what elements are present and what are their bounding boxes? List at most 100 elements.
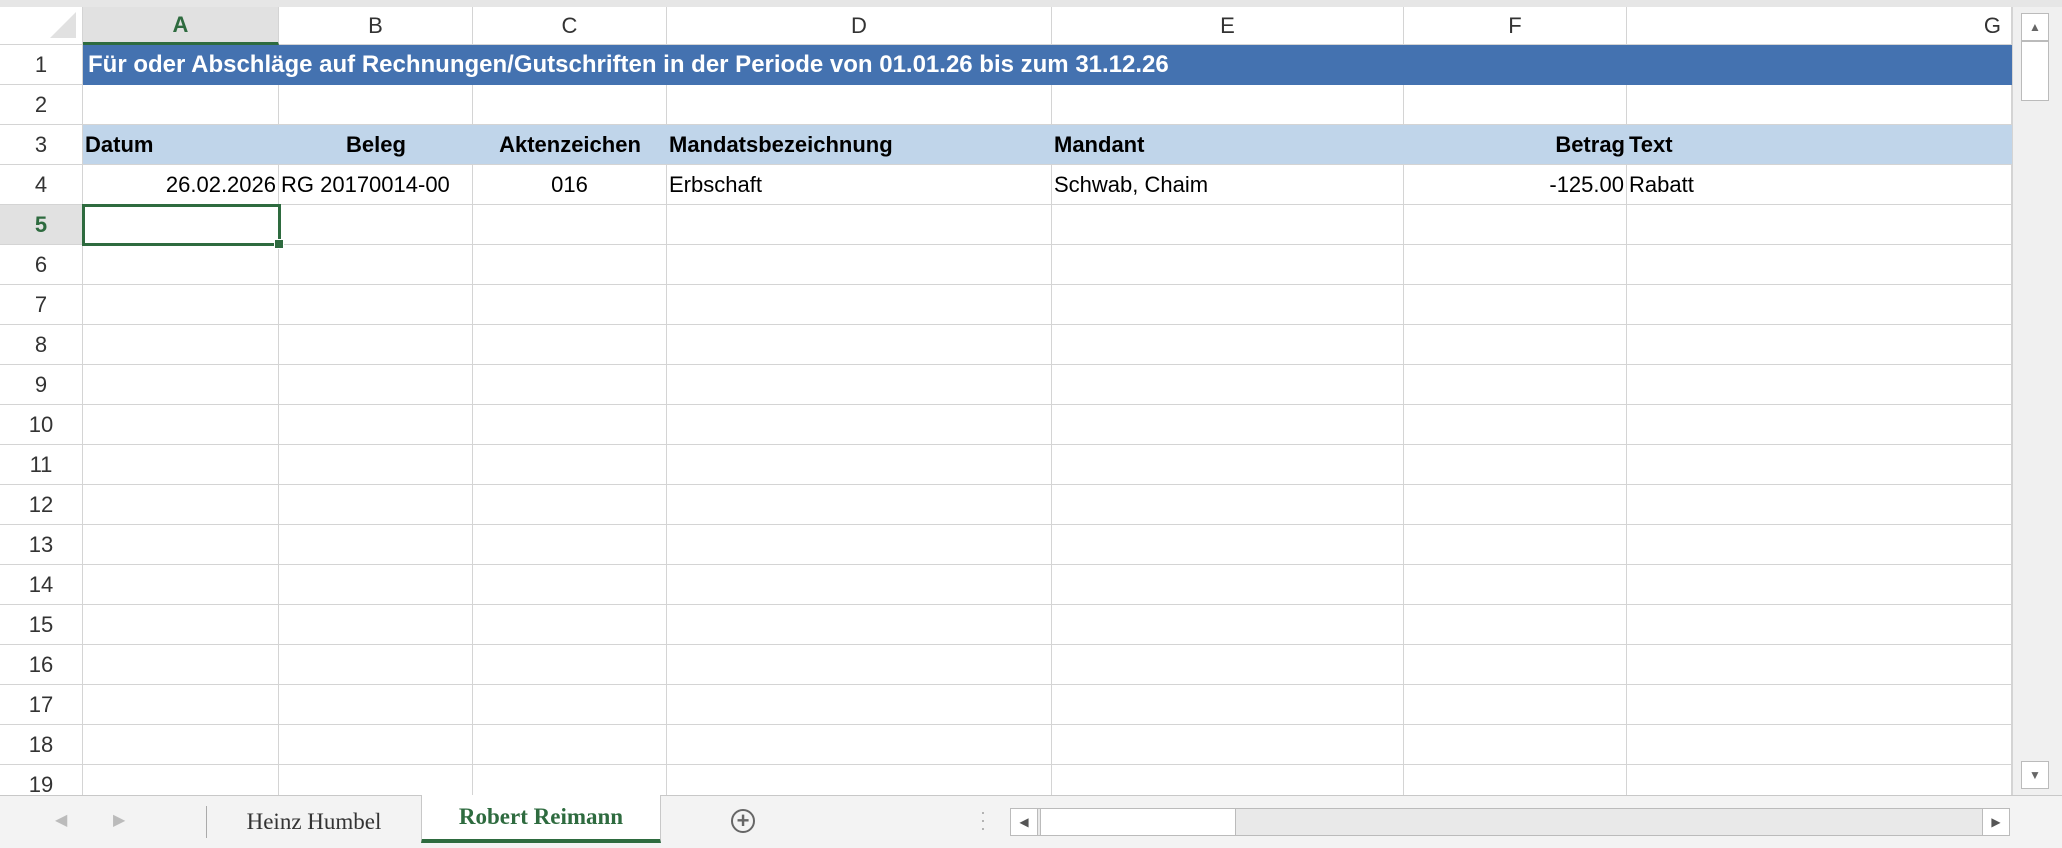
column-header-A[interactable]: A (83, 7, 279, 45)
cell-F3[interactable]: Betrag (1404, 125, 1627, 165)
row-header-10[interactable]: 10 (0, 405, 83, 445)
title-cell-A1[interactable]: Für oder Abschläge auf Rechnungen/Gutsch… (83, 45, 2012, 85)
cell-E5[interactable] (1052, 205, 1404, 245)
cell-F16[interactable] (1404, 645, 1627, 685)
cell-D6[interactable] (667, 245, 1052, 285)
cell-F8[interactable] (1404, 325, 1627, 365)
column-header-B[interactable]: B (279, 7, 473, 45)
chevron-right-icon[interactable]: ▶ (113, 812, 126, 829)
cell-E2[interactable] (1052, 85, 1404, 125)
sheet-tab-heinz-humbel[interactable]: Heinz Humbel (206, 806, 421, 838)
scroll-up-icon[interactable]: ▲ (2021, 13, 2049, 41)
cell-C18[interactable] (473, 725, 667, 765)
scroll-right-icon[interactable]: ▶ (1982, 808, 2010, 836)
cell-B9[interactable] (279, 365, 473, 405)
cell-E10[interactable] (1052, 405, 1404, 445)
cell-E12[interactable] (1052, 485, 1404, 525)
row-header-7[interactable]: 7 (0, 285, 83, 325)
cell-A14[interactable] (83, 565, 279, 605)
cell-A11[interactable] (83, 445, 279, 485)
row-header-3[interactable]: 3 (0, 125, 83, 165)
cell-C17[interactable] (473, 685, 667, 725)
cell-C13[interactable] (473, 525, 667, 565)
row-header-4[interactable]: 4 (0, 165, 83, 205)
cell-A3[interactable]: Datum (83, 125, 279, 165)
cell-B17[interactable] (279, 685, 473, 725)
cell-A7[interactable] (83, 285, 279, 325)
cell-G18[interactable] (1627, 725, 2012, 765)
cell-F14[interactable] (1404, 565, 1627, 605)
cell-B10[interactable] (279, 405, 473, 445)
column-header-F[interactable]: F (1404, 7, 1627, 45)
cell-A18[interactable] (83, 725, 279, 765)
cell-C11[interactable] (473, 445, 667, 485)
plus-circle-icon[interactable]: + (731, 809, 755, 833)
cell-D9[interactable] (667, 365, 1052, 405)
row-header-1[interactable]: 1 (0, 45, 83, 85)
scroll-left-icon[interactable]: ◀ (1010, 808, 1038, 836)
vertical-scroll-thumb[interactable] (2021, 41, 2049, 101)
cell-G3[interactable]: Text (1627, 125, 2012, 165)
cell-A10[interactable] (83, 405, 279, 445)
cell-C16[interactable] (473, 645, 667, 685)
cell-G8[interactable] (1627, 325, 2012, 365)
chevron-left-icon[interactable]: ◀ (55, 812, 68, 829)
cell-A16[interactable] (83, 645, 279, 685)
cell-D12[interactable] (667, 485, 1052, 525)
cell-B8[interactable] (279, 325, 473, 365)
cell-E6[interactable] (1052, 245, 1404, 285)
row-header-17[interactable]: 17 (0, 685, 83, 725)
cell-C12[interactable] (473, 485, 667, 525)
cell-E3[interactable]: Mandant (1052, 125, 1404, 165)
row-header-13[interactable]: 13 (0, 525, 83, 565)
cell-C15[interactable] (473, 605, 667, 645)
row-header-8[interactable]: 8 (0, 325, 83, 365)
cell-C6[interactable] (473, 245, 667, 285)
cell-B18[interactable] (279, 725, 473, 765)
cell-C9[interactable] (473, 365, 667, 405)
column-header-E[interactable]: E (1052, 7, 1404, 45)
cell-D2[interactable] (667, 85, 1052, 125)
cell-B3[interactable]: Beleg (279, 125, 473, 165)
cell-G11[interactable] (1627, 445, 2012, 485)
cell-C3[interactable]: Aktenzeichen (473, 125, 667, 165)
cell-G16[interactable] (1627, 645, 2012, 685)
cell-B7[interactable] (279, 285, 473, 325)
cell-G17[interactable] (1627, 685, 2012, 725)
cell-A13[interactable] (83, 525, 279, 565)
cell-E14[interactable] (1052, 565, 1404, 605)
splitter-handle-icon[interactable]: · · · (980, 802, 986, 838)
column-header-D[interactable]: D (667, 7, 1052, 45)
cell-E15[interactable] (1052, 605, 1404, 645)
cell-D18[interactable] (667, 725, 1052, 765)
cell-G13[interactable] (1627, 525, 2012, 565)
row-header-15[interactable]: 15 (0, 605, 83, 645)
cell-A17[interactable] (83, 685, 279, 725)
cell-E9[interactable] (1052, 365, 1404, 405)
cell-C7[interactable] (473, 285, 667, 325)
column-header-C[interactable]: C (473, 7, 667, 45)
cell-A8[interactable] (83, 325, 279, 365)
cell-D17[interactable] (667, 685, 1052, 725)
row-header-6[interactable]: 6 (0, 245, 83, 285)
cell-F13[interactable] (1404, 525, 1627, 565)
cell-D11[interactable] (667, 445, 1052, 485)
scroll-down-icon[interactable]: ▼ (2021, 761, 2049, 789)
sheet-tab-robert-reimann[interactable]: Robert Reimann (421, 795, 661, 843)
cell-F9[interactable] (1404, 365, 1627, 405)
cell-G12[interactable] (1627, 485, 2012, 525)
cell-F7[interactable] (1404, 285, 1627, 325)
cell-B4[interactable]: RG 20170014-00 (279, 165, 473, 205)
cell-F4[interactable]: -125.00 (1404, 165, 1627, 205)
cell-A2[interactable] (83, 85, 279, 125)
row-header-18[interactable]: 18 (0, 725, 83, 765)
cell-A15[interactable] (83, 605, 279, 645)
cell-G15[interactable] (1627, 605, 2012, 645)
cell-B5[interactable] (279, 205, 473, 245)
cell-C10[interactable] (473, 405, 667, 445)
select-all-button[interactable] (0, 7, 83, 45)
cell-C5[interactable] (473, 205, 667, 245)
cell-D8[interactable] (667, 325, 1052, 365)
selected-cell-A5[interactable] (82, 204, 284, 249)
cell-D16[interactable] (667, 645, 1052, 685)
